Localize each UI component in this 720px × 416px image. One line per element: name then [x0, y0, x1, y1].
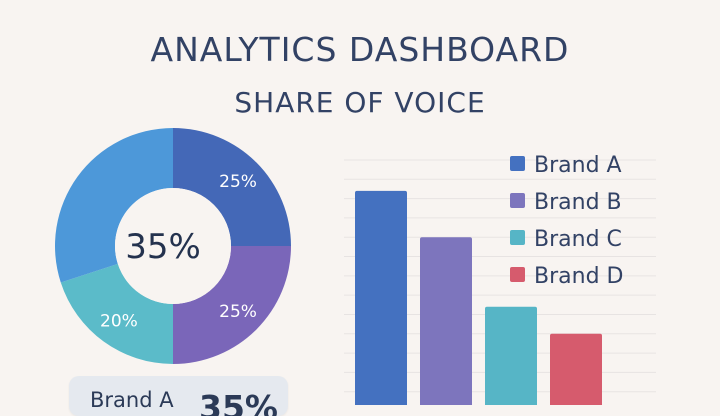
- summary-card-brand: Brand A: [90, 388, 174, 412]
- summary-card: Brand A 35%: [69, 376, 288, 416]
- page-title: ANALYTICS DASHBOARD: [150, 30, 570, 69]
- donut-slice-label: 25%: [219, 302, 257, 322]
- legend-label: Brand C: [534, 227, 622, 252]
- legend-label: Brand A: [534, 153, 622, 178]
- legend-swatch: [510, 193, 525, 208]
- bar-brand-a: [355, 190, 407, 405]
- donut-chart: 25% 25% 20% 35%: [54, 127, 291, 364]
- legend-swatch: [510, 156, 525, 171]
- legend: Brand A Brand B Brand C Brand D: [510, 153, 623, 289]
- donut-slice: [54, 127, 173, 283]
- summary-card-value: 35%: [199, 388, 278, 416]
- bar-brand-c: [485, 306, 537, 405]
- donut-slice-label: 25%: [219, 172, 257, 192]
- chart-subtitle: SHARE OF VOICE: [234, 86, 486, 119]
- donut-center-label: 35%: [125, 227, 201, 267]
- legend-swatch: [510, 267, 525, 282]
- legend-label: Brand D: [534, 264, 623, 289]
- donut-hole: [115, 188, 231, 304]
- donut-slice: [60, 263, 173, 364]
- bar-brand-d: [550, 333, 602, 405]
- legend-swatch: [510, 230, 525, 245]
- donut-slice: [173, 246, 291, 364]
- bar-chart: [355, 190, 602, 405]
- donut-slice-label: 20%: [100, 311, 138, 331]
- legend-label: Brand B: [534, 190, 622, 215]
- bar-brand-b: [420, 237, 472, 405]
- donut-slice: [173, 128, 291, 246]
